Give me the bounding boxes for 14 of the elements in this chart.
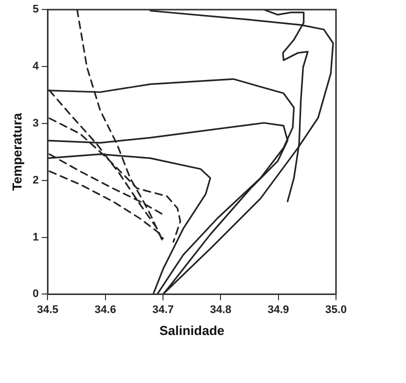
x-tick-label: 34.9 bbox=[268, 304, 290, 316]
y-tick-label: 2 bbox=[32, 174, 39, 186]
y-tick-label: 3 bbox=[32, 117, 39, 130]
y-axis-title: Temperatura bbox=[9, 112, 24, 191]
y-tick-label: 1 bbox=[32, 231, 39, 244]
y-tick-label: 5 bbox=[32, 4, 39, 16]
x-axis-title: Salinidade bbox=[159, 322, 224, 338]
x-tick-label: 34.5 bbox=[37, 304, 58, 316]
y-tick-label: 4 bbox=[32, 60, 40, 73]
x-tick-label: 34.6 bbox=[94, 304, 116, 316]
x-tick-label: 34.7 bbox=[152, 304, 174, 316]
y-tick-label: 0 bbox=[32, 288, 39, 300]
x-tick-label: 34.8 bbox=[210, 304, 232, 316]
x-tick-label: 35.0 bbox=[325, 304, 347, 316]
